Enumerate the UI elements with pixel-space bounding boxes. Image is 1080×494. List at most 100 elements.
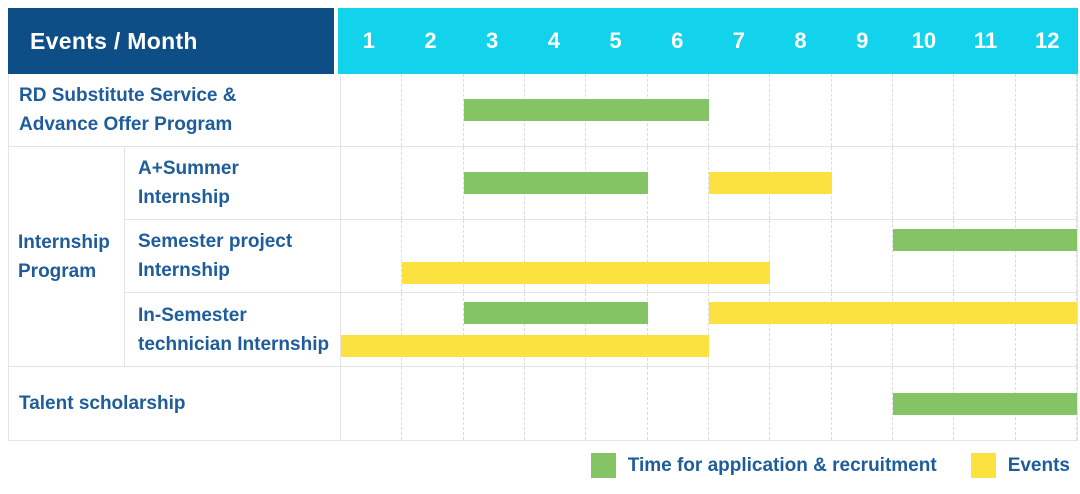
row-label-line: technician Internship — [138, 333, 330, 355]
month-cell — [648, 367, 709, 440]
month-cell — [954, 293, 1016, 366]
application-bar-semester-project-internship-0 — [893, 229, 1077, 251]
legend-label-event: Events — [1007, 454, 1070, 476]
row-label-line: A+Summer — [138, 158, 239, 179]
month-cell — [402, 367, 464, 440]
row-label-line: In-Semester — [138, 304, 247, 326]
row-label-line: Internship — [138, 260, 230, 281]
month-header-5: 5 — [609, 28, 622, 53]
month-cell — [893, 74, 955, 146]
month-cell — [586, 293, 648, 366]
month-cell — [709, 367, 771, 440]
month-header-12: 12 — [1034, 28, 1060, 53]
row-label-line: Semester project — [138, 231, 293, 252]
month-cell — [525, 293, 587, 366]
row-label-line: Talent scholarship — [19, 393, 186, 414]
month-header-8: 8 — [794, 28, 807, 53]
row-label-cell-semester-project-internship: Semester project Internship — [125, 220, 341, 292]
month-cell — [832, 367, 893, 440]
month-cell — [525, 367, 587, 440]
row-label-line: Program — [18, 260, 97, 282]
month-cell — [464, 293, 525, 366]
month-cell — [709, 220, 771, 292]
row-label-cell-a-plus-summer-internship: A+Summer Internship — [125, 147, 341, 219]
month-header-4: 4 — [547, 28, 560, 53]
month-cell — [770, 220, 832, 292]
event-bar-semester-project-internship-1 — [402, 262, 771, 284]
month-cell — [341, 147, 403, 219]
month-cell — [341, 220, 403, 292]
application-legend-swatch — [590, 453, 616, 478]
month-cell — [893, 293, 955, 366]
month-cell — [402, 74, 464, 146]
month-track — [341, 293, 1077, 366]
table-row-a-plus-summer-internship: A+Summer Internship — [125, 147, 1077, 220]
event-bar-a-plus-summer-internship-1 — [709, 172, 832, 194]
month-cell — [1016, 220, 1077, 292]
month-cell — [832, 220, 893, 292]
month-cell — [464, 367, 525, 440]
month-cell — [648, 147, 709, 219]
month-cell — [709, 74, 771, 146]
month-header-7: 7 — [732, 28, 745, 53]
group-rows: A+Summer Internship Semester project Intern… — [125, 147, 1077, 366]
month-header-strip: 1 2 3 4 5 6 7 8 9 10 11 12 — [338, 8, 1078, 74]
legend-label-application: Time for application & recruitment — [627, 454, 937, 476]
application-bar-a-plus-summer-internship-0 — [463, 172, 648, 194]
month-cell — [525, 220, 587, 292]
month-track — [341, 367, 1077, 440]
table-header-row: Events / Month 1 2 3 4 5 6 7 8 9 10 11 12 — [8, 8, 1078, 74]
event-bar-in-semester-technician-internship-1 — [709, 302, 1077, 324]
month-cell — [341, 367, 403, 440]
month-cell — [1016, 293, 1077, 366]
month-cell — [586, 220, 648, 292]
month-cell — [1016, 147, 1077, 219]
month-cell — [832, 293, 893, 366]
row-label-line: RD Substitute Service & — [19, 85, 237, 106]
corner-header-cell: Events / Month — [8, 8, 338, 74]
month-cell — [341, 74, 403, 146]
group-block-0: Internship Program A+Summer Internship Semes… — [9, 147, 1077, 367]
month-header-9: 9 — [856, 28, 869, 53]
month-cell — [832, 147, 893, 219]
legend-item-application: Time for application & recruitment — [590, 453, 937, 478]
table-row-in-semester-technician-internship: In-Semester technician Internship — [125, 293, 1077, 366]
month-cell — [341, 293, 403, 366]
row-label-line: Advance Offer Program — [19, 114, 233, 135]
month-track — [341, 220, 1077, 292]
month-cell — [709, 293, 771, 366]
table-row-talent-scholarship: Talent scholarship — [9, 367, 1077, 440]
month-cell — [770, 74, 832, 146]
table-row-rd-substitute-service: RD Substitute Service & Advance Offer Pro… — [9, 74, 1077, 147]
month-cell — [893, 220, 955, 292]
month-cell — [893, 147, 955, 219]
event-bar-in-semester-technician-internship-2 — [341, 335, 709, 357]
month-cell — [770, 293, 832, 366]
month-cell — [402, 147, 464, 219]
month-cell — [402, 220, 464, 292]
month-header-3: 3 — [486, 28, 499, 53]
table-body: RD Substitute Service & Advance Offer Pro… — [8, 74, 1078, 441]
application-bar-in-semester-technician-internship-0 — [463, 302, 648, 324]
legend-item-event: Events — [970, 453, 1070, 478]
month-track — [341, 147, 1077, 219]
row-label-cell-talent-scholarship: Talent scholarship — [9, 367, 341, 440]
event-legend-swatch — [970, 453, 996, 478]
month-cell — [648, 220, 709, 292]
gantt-schedule-table: Events / Month 1 2 3 4 5 6 7 8 9 10 11 12 RD Substi… — [8, 8, 1078, 441]
row-label-line: Internship — [138, 187, 230, 208]
month-cell — [770, 367, 832, 440]
month-cell — [648, 293, 709, 366]
month-cell — [586, 367, 648, 440]
month-cell — [954, 147, 1016, 219]
month-header-2: 2 — [424, 28, 437, 53]
month-header-10: 10 — [911, 28, 937, 53]
table-row-semester-project-internship: Semester project Internship — [125, 220, 1077, 293]
month-header-6: 6 — [671, 28, 684, 53]
application-bar-rd-substitute-service-0 — [463, 99, 709, 121]
month-header-11: 11 — [973, 28, 998, 53]
month-cell — [1016, 74, 1077, 146]
row-label-cell-rd-substitute-service: RD Substitute Service & Advance Offer Pro… — [9, 74, 341, 146]
group-label-cell: Internship Program — [9, 147, 125, 366]
row-label-line: Internship — [18, 231, 110, 253]
